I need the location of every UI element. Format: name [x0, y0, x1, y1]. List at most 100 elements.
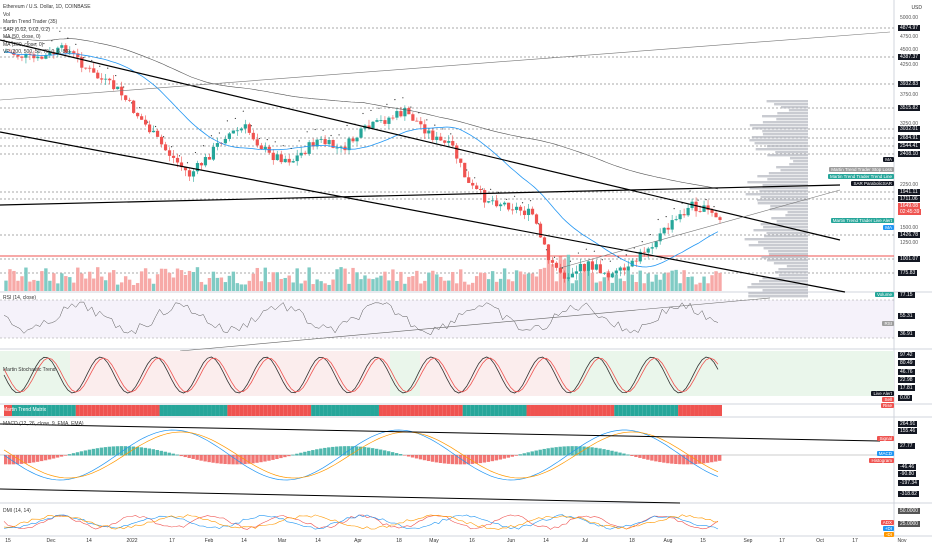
candle-body: [223, 138, 227, 144]
macd-hist: [303, 451, 307, 456]
volume-bar: [427, 272, 431, 291]
macd-hist: [598, 448, 602, 456]
macd-hist: [454, 455, 459, 465]
matrix-cell: [175, 405, 180, 416]
stoch-title[interactable]: Martin Stochastic Trend: [3, 367, 56, 373]
sar-dot: [410, 106, 412, 108]
candle-body: [76, 53, 80, 58]
trend-lines[interactable]: [0, 31, 891, 293]
matrix-cell: [486, 405, 491, 416]
matrix-cell: [203, 405, 208, 416]
macd-hist: [43, 455, 48, 461]
macd-hist: [642, 455, 646, 459]
trend-matrix-pane: [4, 405, 722, 416]
legend-item[interactable]: VP (200, 500, 50, 70, 0, 6, 80): [3, 49, 70, 55]
legend-item[interactable]: MA (50, close, 0): [3, 34, 41, 40]
candle-body: [510, 209, 515, 211]
sar-dot: [537, 223, 540, 225]
horizontal-levels: [0, 27, 894, 274]
volume-bar: [606, 271, 611, 291]
matrix-cell: [267, 405, 272, 416]
macd-hist: [378, 449, 383, 456]
matrix-cell: [95, 405, 100, 416]
matrix-cell: [526, 405, 531, 416]
pane-tag: +DI: [882, 526, 894, 531]
matrix-cell: [402, 405, 407, 416]
macd-hist: [478, 455, 483, 464]
macd-hist: [31, 455, 36, 463]
macd-hist: [119, 446, 124, 456]
legend-item[interactable]: SAR (0.02, 0.02, 0.2): [3, 26, 50, 33]
volume-bar: [574, 280, 579, 291]
macd-hist: [518, 454, 522, 456]
dmi-title[interactable]: DMI (14, 14): [3, 508, 31, 514]
macd-title[interactable]: MACD (12, 26, close, 9, EMA, EMA): [3, 421, 84, 427]
legend-item[interactable]: Martin Trend Trader (35): [3, 19, 58, 25]
matrix-cell: [634, 405, 639, 416]
macd-hist: [167, 452, 171, 456]
matrix-cell: [27, 405, 32, 416]
volume-bar: [135, 283, 140, 291]
macd-hist: [287, 455, 291, 457]
trend-matrix-title[interactable]: Martin Trend Matrix: [3, 407, 47, 413]
matrix-cell: [319, 405, 324, 416]
price-label: 1500.00: [900, 225, 919, 231]
matrix-cell: [422, 405, 427, 416]
time-axis[interactable]: 15 Dec 14 2022 17 Feb 14 Mar 14 Apr 18 May 16 Jun 14 Ju…: [0, 538, 932, 550]
volume-bar: [498, 278, 503, 291]
price-label: 02:45:39: [898, 209, 922, 215]
volume-bar: [211, 271, 216, 291]
vp-bar: [748, 292, 808, 295]
matrix-cell: [227, 405, 232, 416]
candle-body: [594, 264, 598, 270]
matrix-cell: [315, 405, 320, 416]
rsi-title[interactable]: RSI (14, close): [3, 295, 37, 301]
sar-dot: [697, 199, 699, 201]
dmi-line: [3, 514, 719, 530]
candle-body: [255, 139, 259, 146]
volume-bar: [570, 283, 575, 291]
matrix-cell: [147, 405, 152, 416]
matrix-cell: [474, 405, 479, 416]
volume-bar: [566, 254, 571, 291]
macd-hist: [279, 455, 283, 459]
vp-bar: [778, 268, 808, 271]
candle-body: [650, 247, 654, 249]
volume-bar: [626, 270, 630, 291]
macd-hist: [231, 455, 235, 465]
legend-item[interactable]: MA (200, close, 0): [3, 41, 44, 48]
macd-hist: [522, 453, 526, 456]
volume-bar: [419, 283, 423, 291]
indicator-value-label: 77.15: [898, 292, 915, 298]
matrix-cell: [594, 405, 599, 416]
symbol-title[interactable]: Ethereum / U.S. Dollar, 1D, COINBASE: [3, 4, 91, 10]
sar-dot: [513, 195, 516, 197]
sar-dot: [386, 103, 388, 105]
matrix-cell: [31, 405, 36, 416]
vp-bar: [764, 235, 808, 238]
volume-bar: [235, 283, 240, 291]
candle-body: [686, 207, 690, 216]
candle-body: [467, 177, 471, 183]
candle-body: [151, 130, 156, 133]
legend-item[interactable]: Vol: [3, 11, 10, 18]
matrix-cell: [702, 405, 707, 416]
volume-bar: [219, 277, 224, 291]
matrix-cell: [470, 405, 475, 416]
time-tick: 16: [469, 538, 475, 544]
sar-dot: [529, 200, 532, 202]
macd-hist: [526, 452, 530, 456]
candle-body: [64, 45, 68, 53]
candle-body: [618, 267, 622, 271]
vp-bar: [774, 271, 808, 274]
volume-bar: [526, 273, 531, 291]
macd-hist: [610, 450, 614, 456]
volume-bar: [459, 269, 463, 291]
matrix-cell: [347, 405, 352, 416]
macd-hist: [351, 446, 355, 456]
vp-bar: [778, 274, 808, 277]
matrix-cell: [331, 405, 336, 416]
sar-dot: [306, 131, 308, 133]
matrix-cell: [323, 405, 328, 416]
